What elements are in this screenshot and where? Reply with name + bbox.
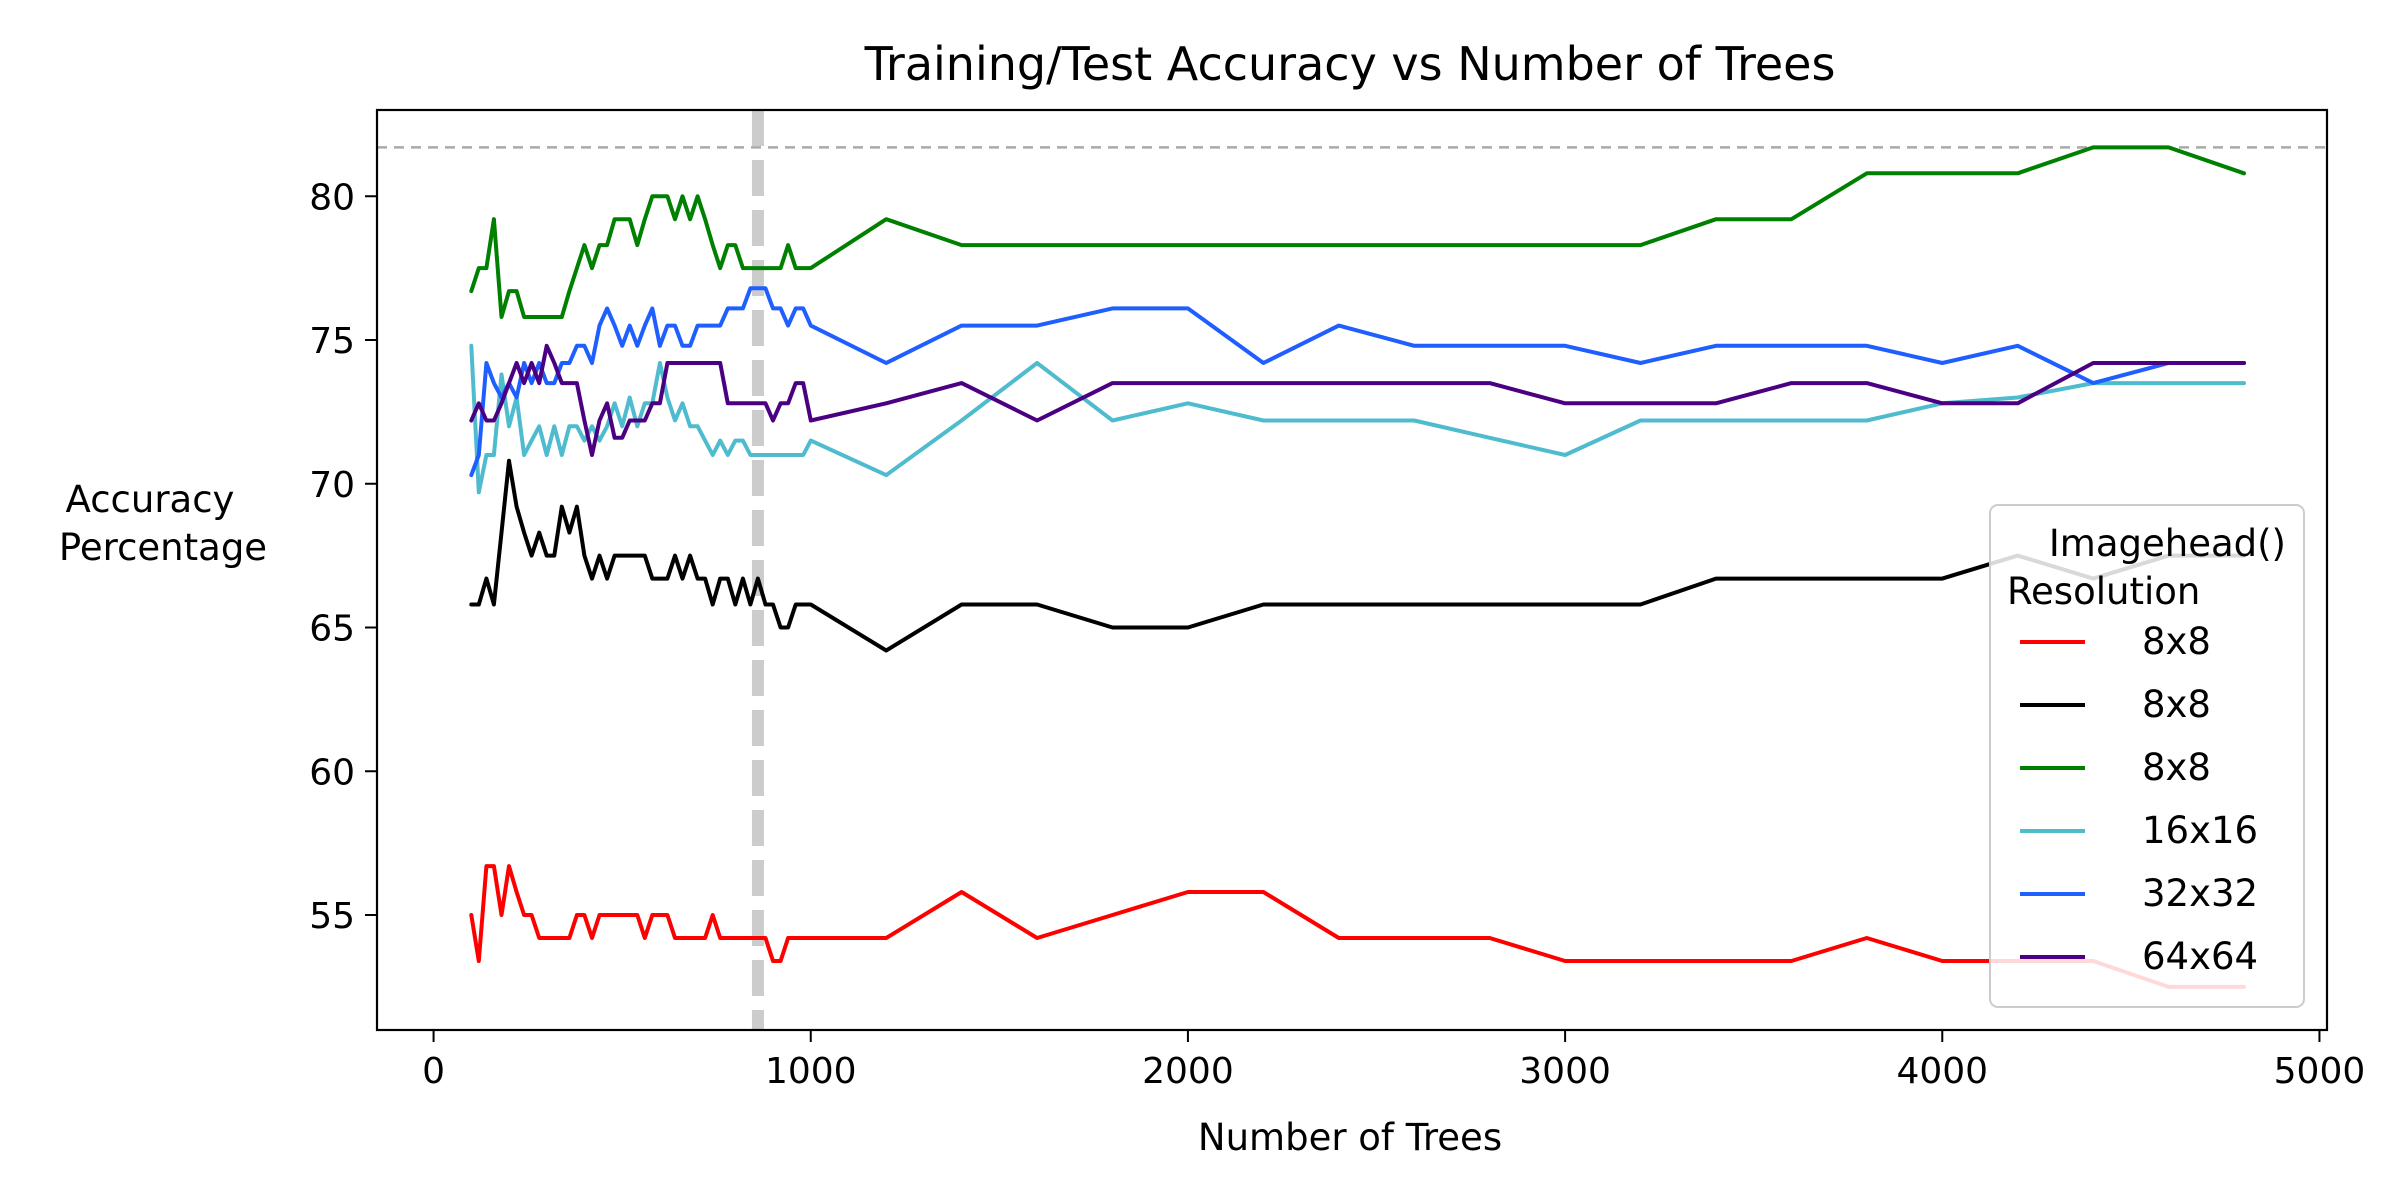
legend-label-6: 64x64	[2142, 935, 2258, 978]
legend-label-1: 8x8	[2142, 620, 2211, 663]
legend-label-5: 32x32	[2142, 872, 2258, 915]
series-line-1	[469, 864, 2246, 989]
series-group	[469, 145, 2246, 989]
y-tick-label: 80	[309, 177, 355, 218]
x-tick-label: 5000	[2274, 1051, 2366, 1092]
legend-label-2: 8x8	[2142, 683, 2211, 726]
x-axis-label: Number of Trees	[1198, 1116, 1502, 1159]
y-tick-label: 55	[309, 896, 355, 937]
x-tick-label: 4000	[1896, 1051, 1988, 1092]
chart-title: Training/Test Accuracy vs Number of Tree…	[864, 37, 1836, 91]
series-line-5	[469, 286, 2246, 478]
y-tick-label: 75	[309, 321, 355, 362]
plot-area: 0 1000 2000 3000 4000 5000 55 60 65 70 75 80	[309, 108, 2366, 1092]
series-line-6	[469, 343, 2246, 457]
y-axis-label-line-2: Percentage	[59, 526, 267, 569]
legend-box	[1989, 504, 2305, 1008]
legend-title-line-1: Imagehead()	[2049, 522, 2286, 565]
y-tick-label: 70	[309, 465, 355, 506]
x-tick-label: 2000	[1142, 1051, 1234, 1092]
x-tick-label: 1000	[765, 1051, 857, 1092]
legend-label-4: 16x16	[2142, 809, 2258, 852]
series-line-3	[469, 145, 2246, 319]
x-tick-label: 0	[422, 1051, 445, 1092]
y-tick-label: 60	[309, 752, 355, 793]
series-line-2	[469, 458, 2246, 653]
legend: Imagehead() Resolution 8x8 8x8 8x8 16x16 32x32…	[1989, 504, 2305, 1008]
x-tick-label: 3000	[1519, 1051, 1611, 1092]
axes-frame	[375, 108, 2329, 1032]
legend-label-3: 8x8	[2142, 746, 2211, 789]
series-line-4	[469, 343, 2246, 495]
y-tick-label: 65	[309, 609, 355, 650]
legend-title-line-2: Resolution	[2007, 570, 2200, 613]
y-axis-label-line-1: Accuracy	[66, 478, 235, 521]
